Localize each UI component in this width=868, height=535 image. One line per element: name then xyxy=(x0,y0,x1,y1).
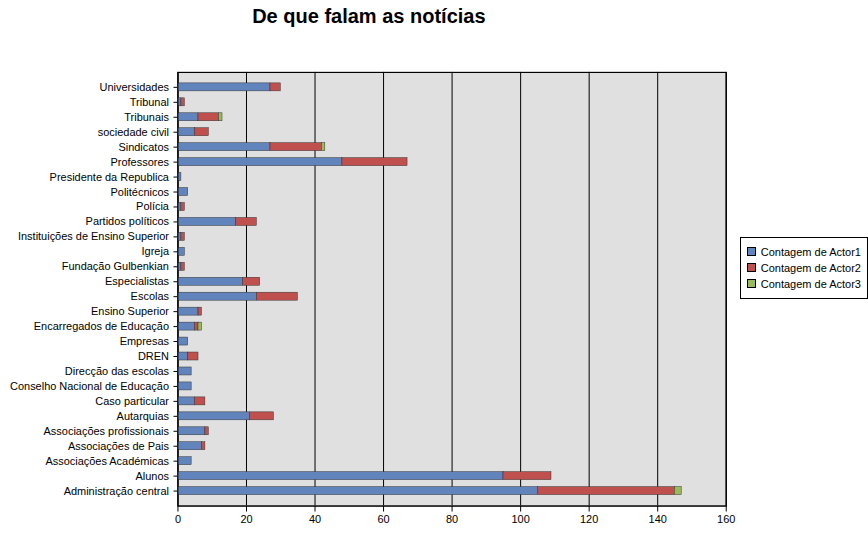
svg-text:Associações Académicas: Associações Académicas xyxy=(45,455,169,467)
svg-text:Administração central: Administração central xyxy=(64,485,169,497)
svg-text:Polícia: Polícia xyxy=(136,200,170,212)
svg-text:120: 120 xyxy=(580,513,598,525)
svg-text:sociedade civil: sociedade civil xyxy=(98,126,169,138)
svg-text:Universidades: Universidades xyxy=(100,81,170,93)
svg-text:Associações de Pais: Associações de Pais xyxy=(68,440,170,452)
html-text:Contagem de Actor2: Contagem de Actor2 xyxy=(760,261,861,274)
svg-text:Associações profissionais: Associações profissionais xyxy=(44,425,170,437)
svg-text:Partidos políticos: Partidos políticos xyxy=(86,215,170,227)
svg-text:Conselho Nacional de Educação: Conselho Nacional de Educação xyxy=(10,380,169,392)
svg-text:Encarregados de Educação: Encarregados de Educação xyxy=(34,320,169,332)
svg-text:Sindicatos: Sindicatos xyxy=(118,141,169,153)
svg-text:20: 20 xyxy=(240,513,252,525)
svg-text:Tribunal: Tribunal xyxy=(130,96,169,108)
html-text:Contagem de Actor3: Contagem de Actor3 xyxy=(760,277,861,290)
svg-text:Escolas: Escolas xyxy=(131,290,170,302)
svg-text:Presidente da Republica: Presidente da Republica xyxy=(50,171,170,183)
svg-text:40: 40 xyxy=(309,513,321,525)
svg-text:160: 160 xyxy=(717,513,735,525)
svg-text:140: 140 xyxy=(649,513,667,525)
svg-text:Alunos: Alunos xyxy=(135,470,169,482)
svg-text:Caso particular: Caso particular xyxy=(95,395,169,407)
svg-text:Fundação Gulbenkian: Fundação Gulbenkian xyxy=(62,260,169,272)
svg-text:Empresas: Empresas xyxy=(120,335,170,347)
svg-text:Especialistas: Especialistas xyxy=(105,275,169,287)
svg-text:Igreja: Igreja xyxy=(142,245,170,257)
svg-text:100: 100 xyxy=(511,513,529,525)
svg-text:0: 0 xyxy=(175,513,181,525)
svg-text:Direcção das escolas: Direcção das escolas xyxy=(65,365,170,377)
svg-text:Professores: Professores xyxy=(111,156,170,168)
svg-text:Ensino Superior: Ensino Superior xyxy=(91,305,169,317)
svg-text:80: 80 xyxy=(446,513,458,525)
svg-text:Instituições de Ensino Superio: Instituições de Ensino Superior xyxy=(18,230,169,242)
html-text:De que falam as notícias: De que falam as notícias xyxy=(252,5,486,27)
svg-text:60: 60 xyxy=(377,513,389,525)
svg-text:Tribunais: Tribunais xyxy=(124,111,169,123)
svg-text:Politécnicos: Politécnicos xyxy=(111,186,170,198)
svg-text:DREN: DREN xyxy=(138,350,169,362)
svg-text:Autarquias: Autarquias xyxy=(117,410,170,422)
html-text:Contagem de Actor1: Contagem de Actor1 xyxy=(760,245,861,258)
